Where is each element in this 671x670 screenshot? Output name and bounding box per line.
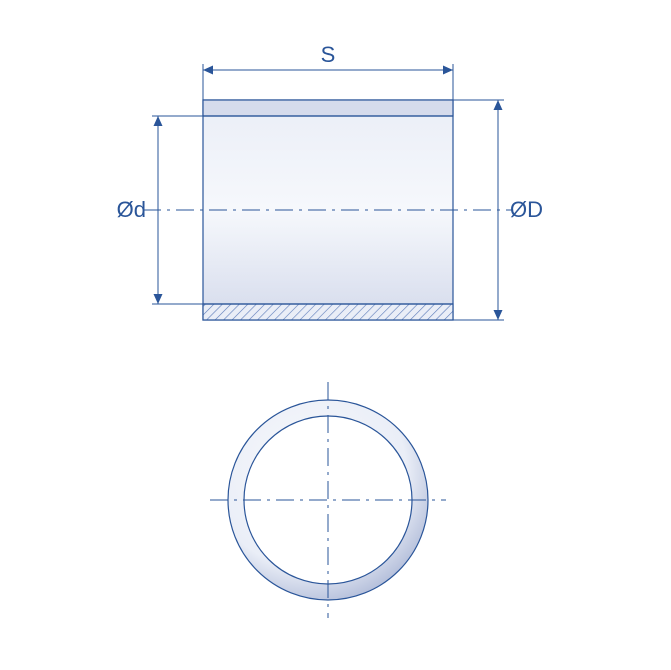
dim-arrow-up-icon: [154, 294, 163, 304]
label-inner-dia: Ød: [117, 197, 146, 222]
side-view-top-wall: [203, 100, 453, 116]
dim-arrow-up-icon: [494, 310, 503, 320]
dim-arrow-left-icon: [443, 66, 453, 75]
label-outer-dia: ØD: [510, 197, 543, 222]
side-view-bottom-wall-hatched: [203, 304, 453, 320]
dim-arrow-right-icon: [203, 66, 213, 75]
dim-arrow-down-icon: [494, 100, 503, 110]
dim-arrow-down-icon: [154, 116, 163, 126]
label-width-s: S: [321, 42, 336, 67]
